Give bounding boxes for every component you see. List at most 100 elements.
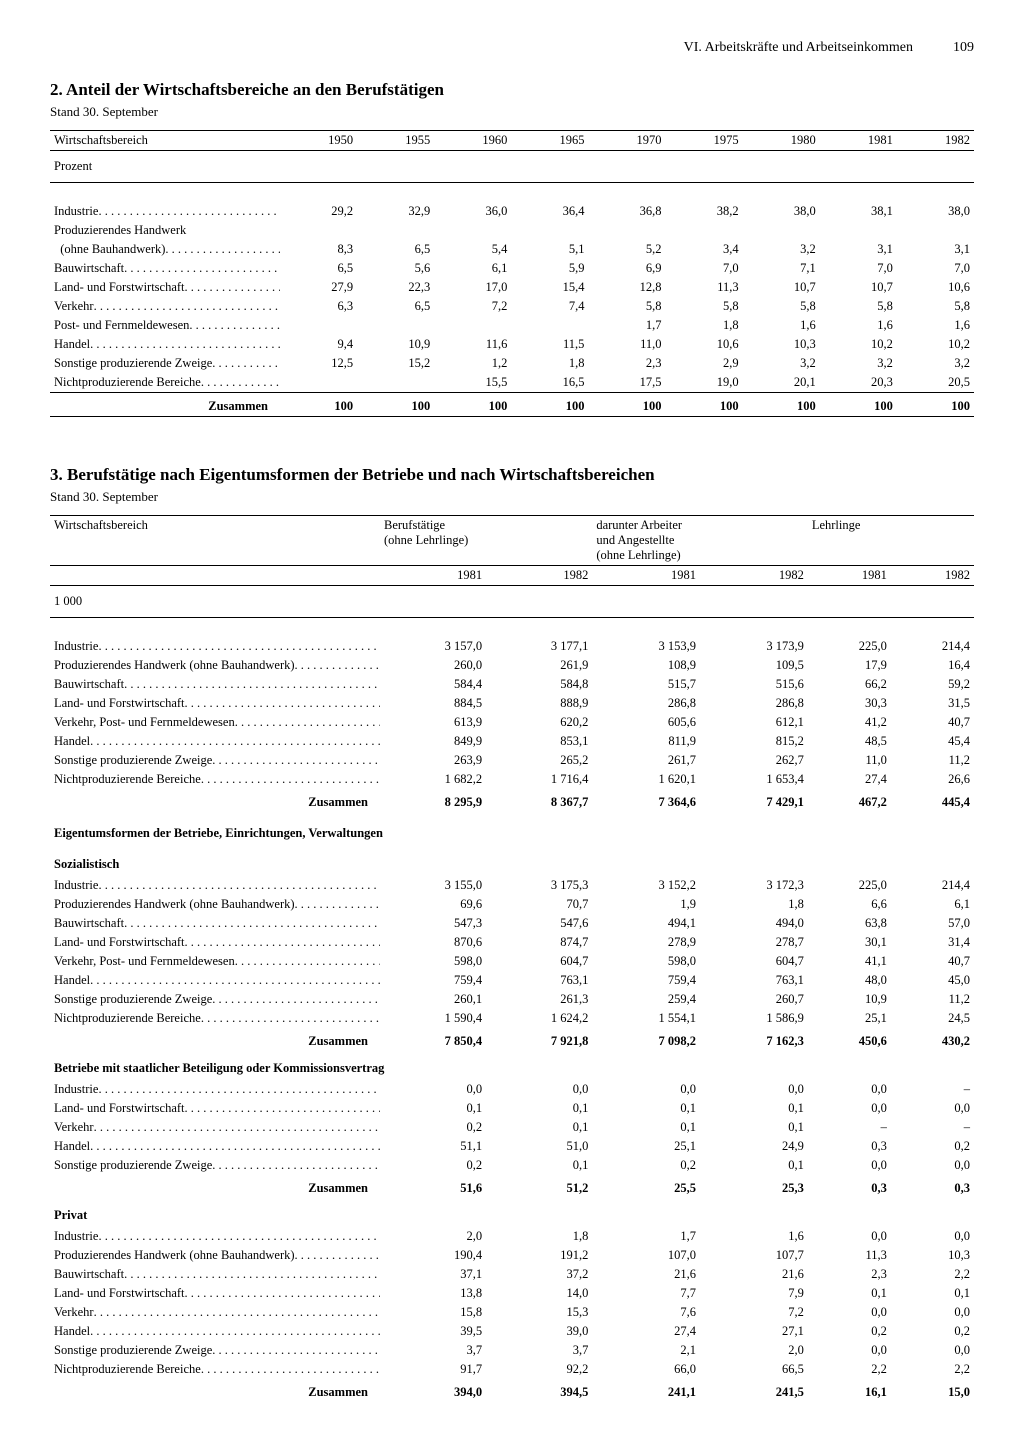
cell: Sonstige produzierende Zweige	[50, 1341, 380, 1360]
cell: 40,7	[891, 952, 974, 971]
cell: 5,2	[588, 240, 665, 259]
cell: 3 177,1	[486, 637, 592, 656]
cell: 6,5	[280, 259, 357, 278]
cell: 2,2	[891, 1265, 974, 1284]
cell: 63,8	[808, 914, 891, 933]
cell: 0,1	[700, 1156, 808, 1175]
cell: 27,1	[700, 1322, 808, 1341]
cell: Handel	[50, 1322, 380, 1341]
cell: 2,9	[666, 354, 743, 373]
cell: Sonstige produzierende Zweige	[50, 1156, 380, 1175]
cell	[280, 183, 357, 203]
cell: Handel	[50, 1137, 380, 1156]
cell: 262,7	[700, 751, 808, 770]
cell: Bauwirtschaft	[50, 259, 280, 278]
cell: 27,4	[808, 770, 891, 789]
cell	[511, 221, 588, 240]
table3: WirtschaftsbereichBerufstätige (ohne Leh…	[50, 515, 974, 1402]
cell: 1 620,1	[592, 770, 700, 789]
cell: 467,2	[808, 789, 891, 812]
cell: 17,0	[434, 278, 511, 297]
cell: 1,8	[486, 1227, 592, 1246]
cell: 3,4	[666, 240, 743, 259]
cell: 91,7	[380, 1360, 486, 1379]
cell: 11,0	[588, 335, 665, 354]
cell: 0,0	[808, 1099, 891, 1118]
cell	[588, 151, 665, 183]
cell: 8 295,9	[380, 789, 486, 812]
cell: 2,3	[808, 1265, 891, 1284]
cell: 51,2	[486, 1175, 592, 1198]
cell: 1981	[820, 131, 897, 151]
cell: 5,8	[666, 297, 743, 316]
cell: 41,1	[808, 952, 891, 971]
cell: 11,6	[434, 335, 511, 354]
cell: 1,2	[434, 354, 511, 373]
cell	[511, 151, 588, 183]
cell: 7,0	[666, 259, 743, 278]
table2: Wirtschaftsbereich1950195519601965197019…	[50, 130, 974, 421]
cell: 0,1	[700, 1118, 808, 1137]
cell: 0,1	[808, 1284, 891, 1303]
cell: 815,2	[700, 732, 808, 751]
cell: Land- und Forstwirtschaft	[50, 1284, 380, 1303]
cell: 0,0	[891, 1099, 974, 1118]
cell: 1 653,4	[700, 770, 808, 789]
cell: 57,0	[891, 914, 974, 933]
cell: 1965	[511, 131, 588, 151]
cell	[434, 221, 511, 240]
cell: 8,3	[280, 240, 357, 259]
cell: 494,0	[700, 914, 808, 933]
cell: 29,2	[280, 202, 357, 221]
cell: 1,6	[743, 316, 820, 335]
cell: 263,9	[380, 751, 486, 770]
cell: 15,4	[511, 278, 588, 297]
cell: 1960	[434, 131, 511, 151]
cell: 2,1	[592, 1341, 700, 1360]
cell: 10,2	[897, 335, 974, 354]
cell: 494,1	[592, 914, 700, 933]
cell: 260,7	[700, 990, 808, 1009]
cell: 3 153,9	[592, 637, 700, 656]
cell: 0,0	[891, 1341, 974, 1360]
cell: 191,2	[486, 1246, 592, 1265]
cell: 214,4	[891, 876, 974, 895]
cell: Bauwirtschaft	[50, 675, 380, 694]
cell	[666, 221, 743, 240]
cell: 36,4	[511, 202, 588, 221]
cell: 0,0	[808, 1080, 891, 1099]
cell	[891, 586, 974, 618]
cell: 66,5	[700, 1360, 808, 1379]
cell: 20,5	[897, 373, 974, 393]
cell: 1 554,1	[592, 1009, 700, 1028]
cell: 30,1	[808, 933, 891, 952]
cell: Prozent	[50, 151, 280, 183]
cell	[808, 618, 891, 638]
cell	[588, 221, 665, 240]
cell: 241,1	[592, 1379, 700, 1402]
cell: 605,6	[592, 713, 700, 732]
cell: 1 590,4	[380, 1009, 486, 1028]
cell: 620,2	[486, 713, 592, 732]
table2-stand: Stand 30. September	[50, 104, 974, 120]
cell: Bauwirtschaft	[50, 914, 380, 933]
cell: Land- und Forstwirtschaft	[50, 933, 380, 952]
cell: 100	[666, 393, 743, 417]
cell: 10,9	[357, 335, 434, 354]
cell: 261,9	[486, 656, 592, 675]
cell: 598,0	[592, 952, 700, 971]
cell: 3,2	[897, 354, 974, 373]
cell	[666, 183, 743, 203]
cell	[486, 586, 592, 618]
cell: 36,8	[588, 202, 665, 221]
cell: 3 157,0	[380, 637, 486, 656]
cell: 1,9	[592, 895, 700, 914]
cell: 6,1	[434, 259, 511, 278]
cell	[380, 618, 486, 638]
cell: Lehrlinge	[808, 516, 974, 566]
cell: 100	[511, 393, 588, 417]
cell: –	[891, 1118, 974, 1137]
cell: 5,4	[434, 240, 511, 259]
cell: (ohne Bauhandwerk)	[50, 240, 280, 259]
cell: 14,0	[486, 1284, 592, 1303]
